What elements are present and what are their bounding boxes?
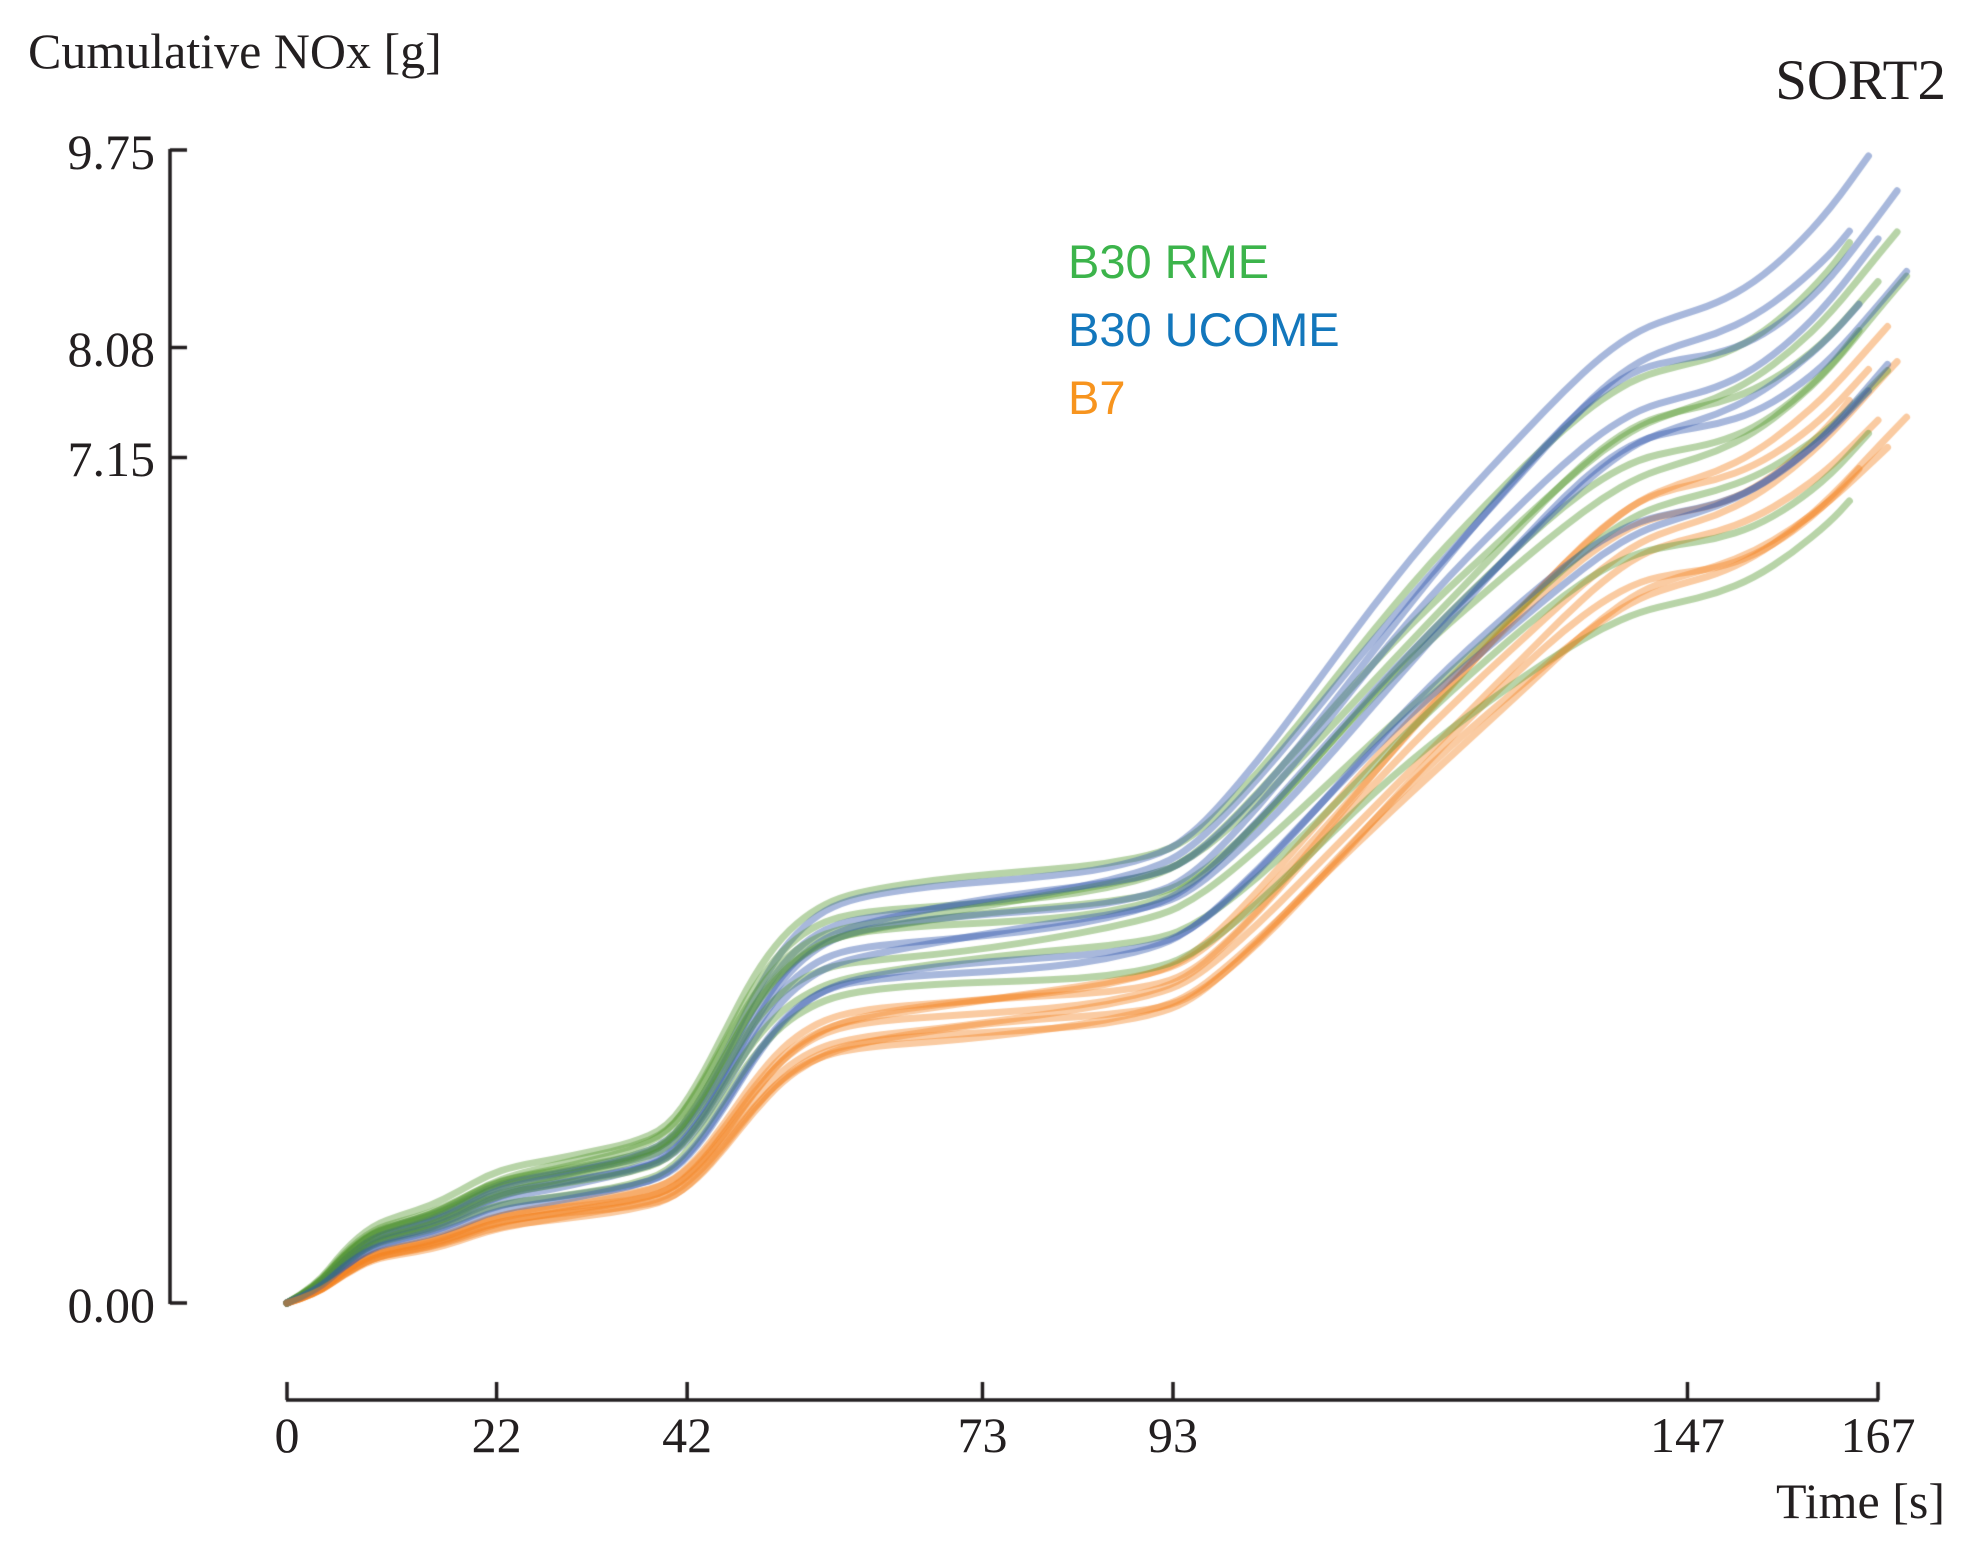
- x-tick-label: 73: [957, 1407, 1008, 1463]
- x-axis-title: Time [s]: [1775, 1473, 1945, 1529]
- y-tick-label: 8.08: [67, 321, 156, 378]
- y-axis-title: Cumulative NOx [g]: [28, 23, 442, 79]
- x-tick-label: 42: [662, 1407, 713, 1463]
- y-tick-label: 9.75: [67, 124, 156, 180]
- legend: B30 RME B30 UCOME B7: [1068, 228, 1340, 432]
- y-tick-label: 0.00: [67, 1277, 156, 1333]
- legend-item-b7: B7: [1068, 371, 1126, 424]
- x-tick-label: 22: [471, 1407, 522, 1463]
- x-tick-label: 147: [1649, 1407, 1725, 1463]
- x-tick-label: 0: [274, 1407, 300, 1463]
- y-tick-label: 7.15: [67, 431, 156, 488]
- x-tick-label: 93: [1148, 1407, 1198, 1463]
- x-tick-label: 167: [1840, 1407, 1916, 1463]
- legend-item-b30-rme: B30 RME: [1068, 235, 1270, 288]
- chart-title: SORT2: [1775, 49, 1946, 112]
- legend-item-b30-ucome: B30 UCOME: [1068, 303, 1340, 356]
